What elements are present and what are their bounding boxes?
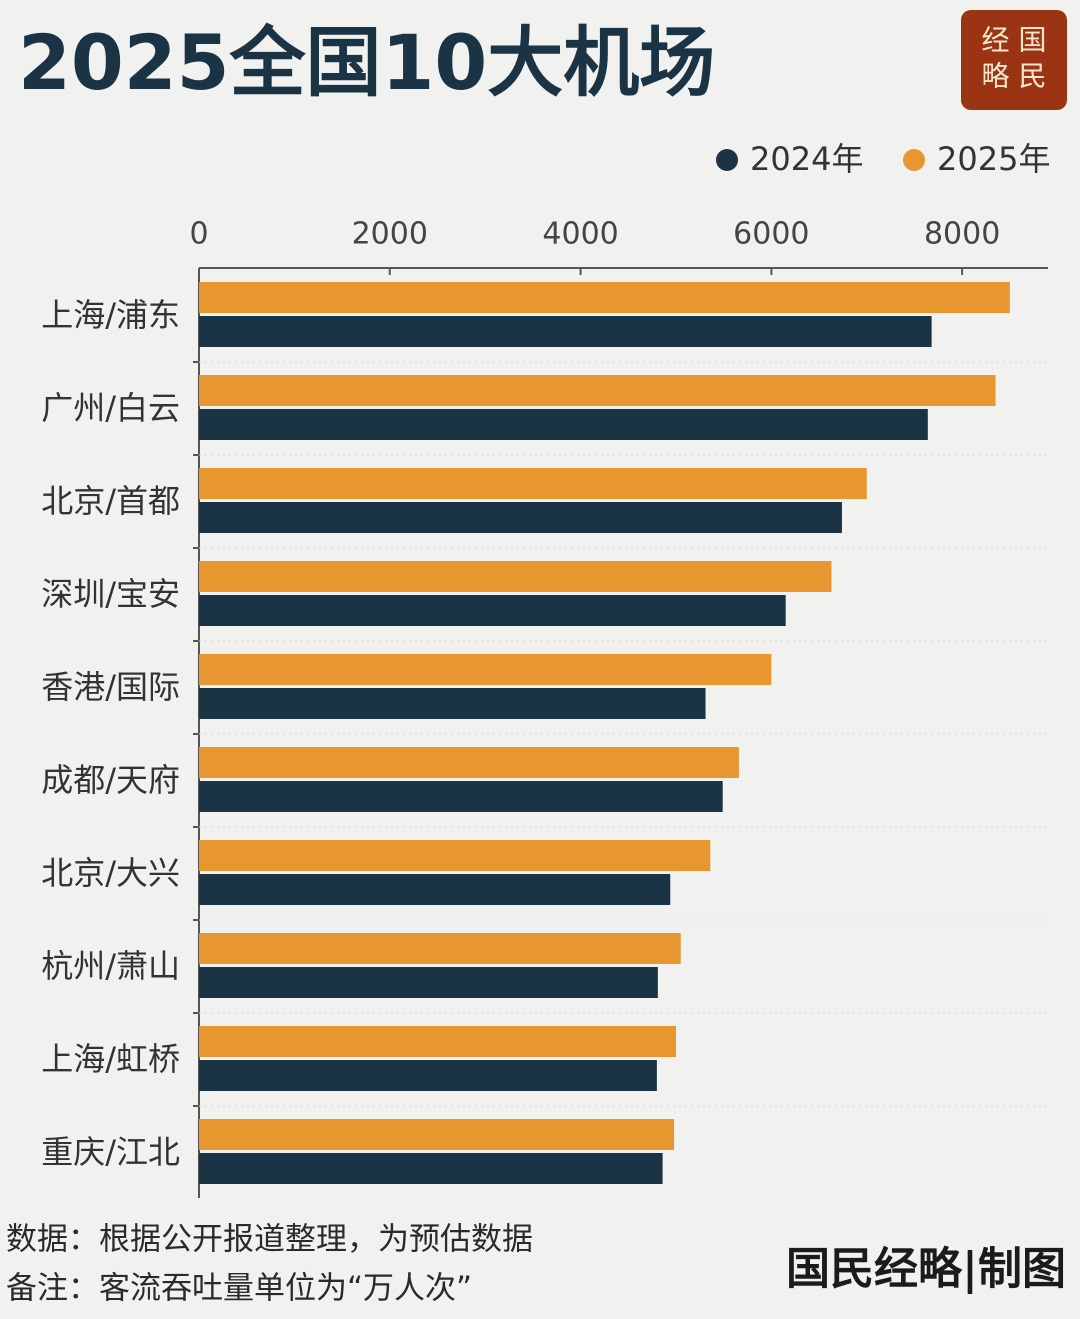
source-note: 数据：根据公开报道整理，为预估数据 <box>6 1222 533 1258</box>
y-tick-label: 香港/国际 <box>41 668 180 706</box>
chart-title: 2025全国10大机场 <box>18 18 715 107</box>
credit: 国民经略|制图 <box>786 1244 1066 1295</box>
bar <box>199 688 706 719</box>
bar <box>199 967 658 998</box>
x-tick-label: 2000 <box>352 217 428 252</box>
bar <box>199 502 842 533</box>
y-tick-label: 北京/大兴 <box>41 854 180 892</box>
legend-swatch <box>903 149 925 171</box>
legend-label: 2025年 <box>937 140 1050 178</box>
bar <box>199 409 928 440</box>
y-tick-label: 广州/白云 <box>41 389 180 427</box>
bar <box>199 375 996 406</box>
y-tick-label: 杭州/萧山 <box>41 947 180 985</box>
bar <box>199 561 832 592</box>
logo-text: 略 民 <box>982 60 1047 93</box>
bar <box>199 1119 675 1150</box>
bar <box>199 874 671 905</box>
y-tick-label: 北京/首都 <box>41 482 180 520</box>
bar <box>199 840 711 871</box>
bar <box>199 781 723 812</box>
bar <box>199 1026 676 1057</box>
y-tick-label: 成都/天府 <box>41 761 180 799</box>
bar <box>199 316 932 347</box>
logo-text: 经 国 <box>982 24 1047 57</box>
bar <box>199 933 681 964</box>
y-tick-label: 深圳/宝安 <box>41 575 180 613</box>
legend-label: 2024年 <box>750 140 863 178</box>
x-tick-label: 8000 <box>924 217 1000 252</box>
bar <box>199 1060 657 1091</box>
unit-note: 备注：客流吞吐量单位为“万人次” <box>6 1271 472 1307</box>
y-tick-label: 上海/浦东 <box>41 296 180 334</box>
bar <box>199 595 786 626</box>
y-tick-label: 上海/虹桥 <box>41 1040 180 1078</box>
bar <box>199 747 739 778</box>
legend-swatch <box>716 149 738 171</box>
x-tick-label: 4000 <box>542 217 618 252</box>
logo-box <box>961 10 1067 110</box>
bar <box>199 654 772 685</box>
y-tick-label: 重庆/江北 <box>41 1133 180 1171</box>
x-tick-label: 6000 <box>733 217 809 252</box>
bar <box>199 282 1010 313</box>
bar <box>199 1153 663 1184</box>
bar <box>199 468 867 499</box>
x-tick-label: 0 <box>189 217 208 252</box>
